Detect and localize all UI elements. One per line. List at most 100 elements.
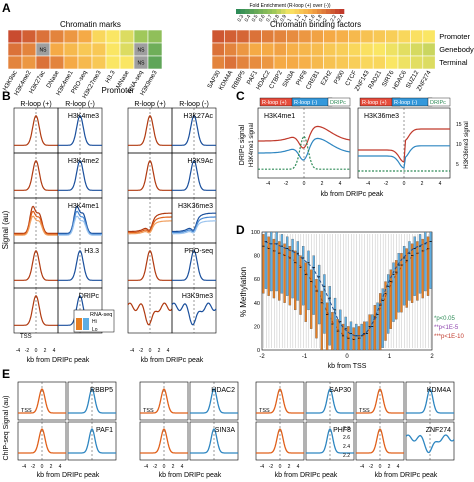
box: [304, 262, 308, 322]
x-tick: -2: [384, 181, 389, 187]
x-tick: -2: [259, 354, 265, 360]
b-plot-rloop-pos: [127, 287, 173, 334]
legend-tick: 2.2: [329, 14, 338, 23]
box: [270, 231, 273, 292]
box: [317, 264, 321, 325]
y-tick: 15: [456, 122, 462, 128]
legend-swatch: [276, 9, 282, 14]
heatmap-cell: [248, 42, 262, 57]
legend-tick: 0.6: [258, 14, 267, 23]
legend-tick: 0.8: [272, 14, 281, 23]
x-axis-label: kb from DRIPc peak: [159, 472, 222, 479]
legend-label: DRIPc: [430, 100, 446, 106]
e-plot-rloop-pos: [355, 421, 405, 461]
column-label: H3.3: [104, 69, 117, 84]
heatmap-cell: [21, 55, 37, 70]
heatmap-cell: [323, 42, 337, 57]
trend-line: [264, 240, 430, 337]
heatmap-cell: [310, 29, 324, 44]
legend-tick: 1.2: [294, 14, 303, 23]
legend-tick: 1.8: [315, 14, 324, 23]
box: [421, 238, 424, 299]
heatmap-cell: [335, 55, 349, 70]
box: [365, 321, 369, 351]
legend-box: [427, 97, 451, 107]
heatmap-cell: [348, 29, 362, 44]
heatmap-cell: [211, 29, 225, 44]
heatmap-cell: [119, 42, 135, 57]
column-header: R-loop (-): [179, 101, 209, 108]
e-plot-rloop-pos: [355, 381, 405, 421]
heatmap-cell: [77, 42, 93, 57]
box: [352, 327, 355, 351]
y-axis-label: H3K4me1 signal: [249, 123, 255, 167]
heatmap-cell: [133, 29, 149, 44]
legend-label: R-loop (+): [362, 100, 387, 106]
x-tick: -2: [369, 464, 374, 470]
box: [397, 253, 400, 313]
b-plot-rloop-pos: [13, 242, 59, 289]
heatmap-cell: [410, 29, 424, 44]
legend-swatch: [321, 9, 327, 14]
x-tick: 4: [53, 348, 56, 354]
y-tick: 2.6: [343, 435, 350, 441]
box: [405, 248, 408, 308]
box: [280, 234, 284, 294]
legend-swatch: [76, 318, 82, 330]
heatmap-cell: [385, 55, 399, 70]
track-label: H3K4me3: [68, 113, 99, 120]
legend-swatch: [299, 9, 304, 14]
heatmap-cell: [7, 55, 23, 70]
box: [341, 323, 345, 351]
x-axis-label: kb from DRIPc peak: [321, 191, 384, 198]
track-label: H3K9me3: [182, 293, 213, 300]
legend-box: [327, 97, 351, 107]
y-axis-label: Signal (au): [1, 210, 10, 249]
heatmap-cell: [360, 42, 374, 57]
c-series-line: [358, 145, 450, 169]
x-tick: 2: [158, 348, 161, 354]
heatmap-cell: [119, 55, 135, 70]
heatmap-cell: [286, 55, 300, 70]
e-plot-rloop-neg: [305, 381, 355, 421]
x-tick: 2: [172, 464, 175, 470]
panel-label-e: E: [2, 367, 10, 381]
box: [307, 250, 310, 311]
x-axis-label: kb from DRIPc peak: [375, 472, 438, 479]
legend-swatch: [267, 9, 273, 14]
x-tick: -4: [366, 181, 371, 187]
column-header: R-loop (+): [20, 101, 51, 108]
heatmap-cell: [236, 55, 250, 70]
x-tick: 2: [321, 181, 324, 187]
lo-label: Lo: [92, 327, 98, 333]
legend-swatch: [258, 9, 264, 14]
box: [410, 243, 414, 303]
legend-tick: 0.4: [244, 14, 253, 23]
x-tick: 0: [403, 181, 406, 187]
heatmap-cell: [372, 29, 386, 44]
y-axis-label: DRIPc signal: [239, 124, 246, 165]
heatmap-cell: [273, 29, 287, 44]
heatmap-cell: [397, 42, 411, 57]
heatmap-cell: [105, 55, 121, 70]
b-plot-rloop-pos: [127, 197, 173, 244]
tss-label: TSS: [21, 408, 32, 414]
panel-label-b: B: [2, 89, 11, 103]
legend-tick: 0.5: [251, 14, 260, 23]
legend-swatch: [263, 9, 268, 14]
x-tick: 2: [430, 354, 434, 360]
x-tick: 4: [167, 348, 170, 354]
box: [355, 323, 358, 351]
ns-label: NS: [40, 48, 48, 54]
x-tick: -2: [31, 464, 36, 470]
legend-tick: 0.3: [237, 14, 246, 23]
heatmap-cell: [49, 55, 65, 70]
heatmap-cell: [49, 42, 65, 57]
panel-label-a: A: [2, 1, 11, 15]
sig-label: **p<1E-5: [434, 325, 459, 331]
y-tick: 80: [254, 254, 260, 260]
heatmap-cell: [248, 29, 262, 44]
heatmap-cell: [147, 29, 163, 44]
ns-label: NS: [138, 61, 146, 67]
